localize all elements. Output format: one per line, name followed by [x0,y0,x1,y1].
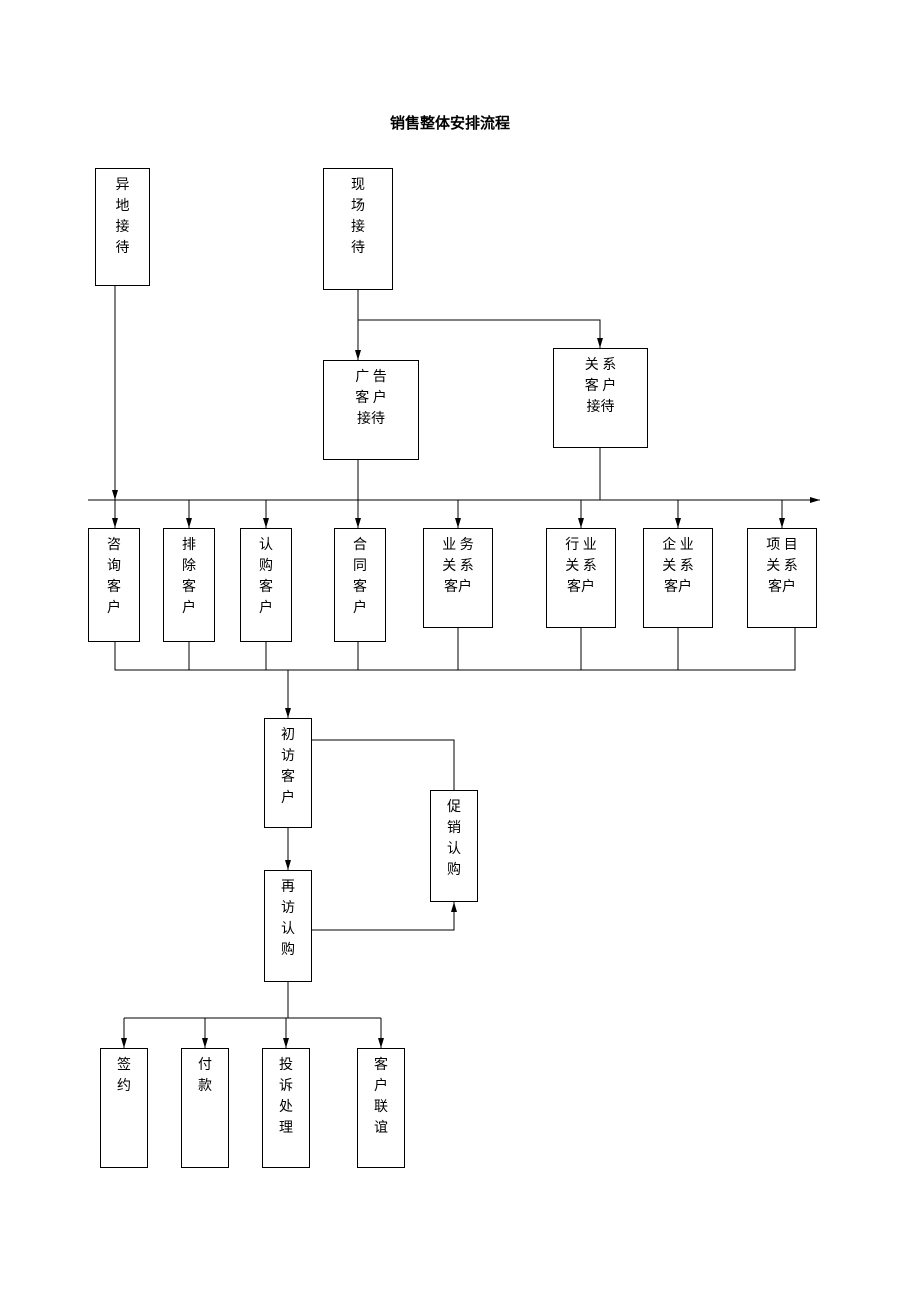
node-n_c4: 合同客户 [334,528,386,642]
node-n_complain: 投诉处理 [262,1048,310,1168]
node-n_social: 客户联谊 [357,1048,405,1168]
node-n_remote: 异地接待 [95,168,150,286]
node-n_revisit: 再访认购 [264,870,312,982]
node-n_first: 初访客户 [264,718,312,828]
node-n_pay: 付款 [181,1048,229,1168]
node-n_onsite: 现场接待 [323,168,393,290]
diagram-title: 销售整体安排流程 [390,112,510,133]
node-n_c3: 认购客户 [240,528,292,642]
node-n_c1: 咨询客户 [88,528,140,642]
node-n_c6: 行 业关 系客户 [546,528,616,628]
node-n_promo: 促销认购 [430,790,478,902]
node-n_sign: 签约 [100,1048,148,1168]
node-n_ad: 广 告客 户接待 [323,360,419,460]
node-n_c7: 企 业关 系客户 [643,528,713,628]
node-n_c8: 项 目关 系客户 [747,528,817,628]
node-n_c5: 业 务关 系客户 [423,528,493,628]
node-n_rel: 关 系客 户接待 [553,348,648,448]
node-n_c2: 排除客户 [163,528,215,642]
flowchart-canvas: 销售整体安排流程 异地接待 现场接待广 告客 户接待 关 系客 户接待咨询客户排除客… [0,0,920,1302]
